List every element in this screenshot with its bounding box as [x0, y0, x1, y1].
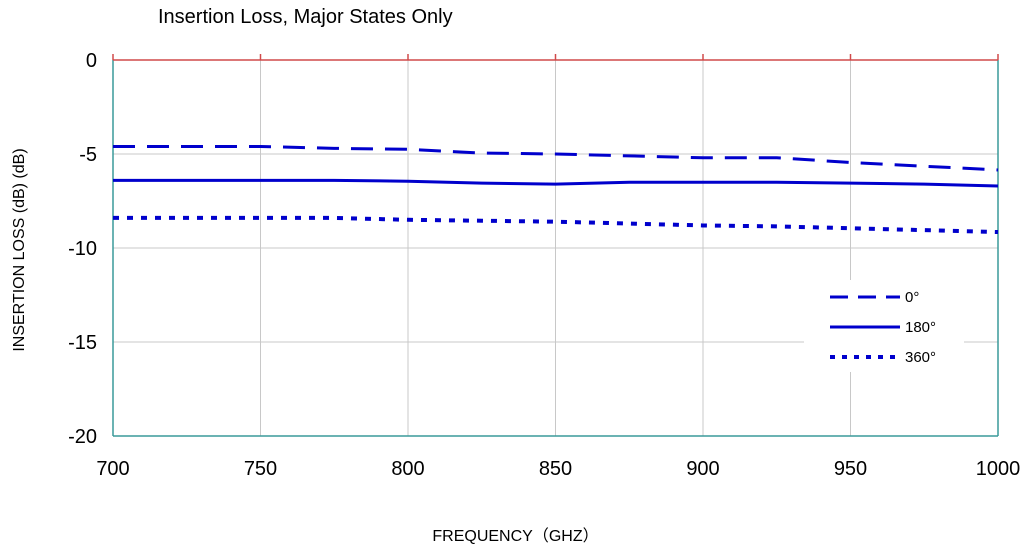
series-line-1 [113, 144, 999, 172]
x-tick-label: 950 [834, 458, 867, 480]
x-tick-label: 850 [539, 458, 572, 480]
legend-label: 180° [905, 319, 936, 336]
x-tick-label: 800 [391, 458, 424, 480]
legend-label: 0° [905, 289, 919, 306]
y-tick-label: -5 [79, 144, 97, 166]
x-tick-label: 700 [96, 458, 129, 480]
x-tick-label: 750 [244, 458, 277, 480]
series-line-3 [113, 215, 999, 235]
legend-label: 360° [905, 349, 936, 366]
y-tick-label: -20 [68, 426, 97, 448]
series-line-2 [113, 178, 999, 188]
x-tick-label: 1000 [976, 458, 1021, 480]
y-tick-label: -15 [68, 332, 97, 354]
x-tick-label: 900 [686, 458, 719, 480]
y-tick-label: 0 [86, 50, 97, 72]
chart-title: Insertion Loss, Major States Only [158, 6, 453, 28]
x-axis-label: FREQUENCY（GHZ） [432, 528, 599, 545]
y-tick-label: -10 [68, 238, 97, 260]
